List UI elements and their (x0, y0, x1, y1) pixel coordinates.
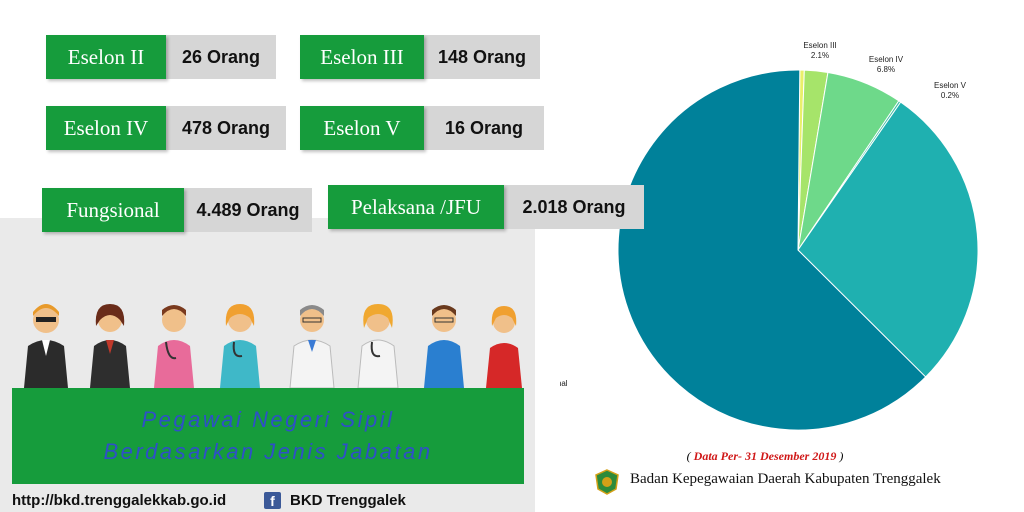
person-figure-icon (486, 306, 522, 388)
stat-label: Fungsional (42, 188, 184, 232)
stat-eselon-v: Eselon V 16 Orang (300, 106, 544, 150)
stat-value: 2.018 Orang (504, 185, 644, 229)
paren-close: ) (839, 449, 844, 463)
paren-open: ( (686, 449, 691, 463)
stat-value: 26 Orang (166, 35, 276, 79)
pie-slice-fungsional (617, 69, 927, 431)
stat-value: 4.489 Orang (184, 188, 312, 232)
stat-eselon-iv: Eselon IV 478 Orang (46, 106, 286, 150)
stat-value: 478 Orang (166, 106, 286, 150)
stat-eselon-ii: Eselon II 26 Orang (46, 35, 276, 79)
person-figure-icon (24, 304, 68, 388)
facebook-link[interactable]: BKD Trenggalek (290, 492, 406, 509)
website-link[interactable]: http://bkd.trenggalekkab.go.id (12, 492, 227, 509)
person-figure-icon (289, 305, 335, 388)
pie-slice-pelaksana-jfu (797, 101, 979, 378)
banner-line-1: Pegawai Negeri Sipil (141, 407, 395, 432)
agency-name: Badan Kepegawaian Daerah Kabupaten Treng… (630, 471, 941, 487)
pie-label-eselon-iv: Eselon IV 6.8% (869, 55, 904, 74)
stat-label: Eselon IV (46, 106, 166, 150)
stat-label: Eselon III (300, 35, 424, 79)
pie-label-eselon-iii: Eselon III 2.1% (803, 41, 836, 60)
stat-eselon-iii: Eselon III 148 Orang (300, 35, 540, 79)
person-figure-icon (154, 305, 194, 388)
person-figure-icon (357, 304, 399, 388)
banner-line-2: Berdasarkan Jenis Jabatan (103, 439, 433, 464)
stat-label: Eselon V (300, 106, 424, 150)
stat-fungsional: Fungsional 4.489 Orang (42, 188, 312, 232)
pie-label-fungsional: Fungsional62.7% (560, 379, 568, 398)
person-figure-icon (90, 304, 130, 388)
facebook-icon: f (264, 492, 281, 509)
stat-value: 16 Orang (424, 106, 544, 150)
date-note: ( Data Per- 31 Desember 2019 ) (660, 449, 870, 464)
agency-logo-icon (595, 469, 619, 495)
person-figure-icon (220, 304, 260, 388)
stat-pelaksana: Pelaksana /JFU 2.018 Orang (328, 185, 644, 229)
title-banner: Pegawai Negeri Sipil Berdasarkan Jenis J… (12, 388, 524, 484)
stat-label: Eselon II (46, 35, 166, 79)
date-note-text: Data Per- 31 Desember 2019 (693, 449, 837, 463)
stat-label: Pelaksana /JFU (328, 185, 504, 229)
stat-value: 148 Orang (424, 35, 540, 79)
person-figure-icon (424, 305, 464, 388)
pie-label-eselon-v: Eselon V 0.2% (934, 81, 967, 100)
